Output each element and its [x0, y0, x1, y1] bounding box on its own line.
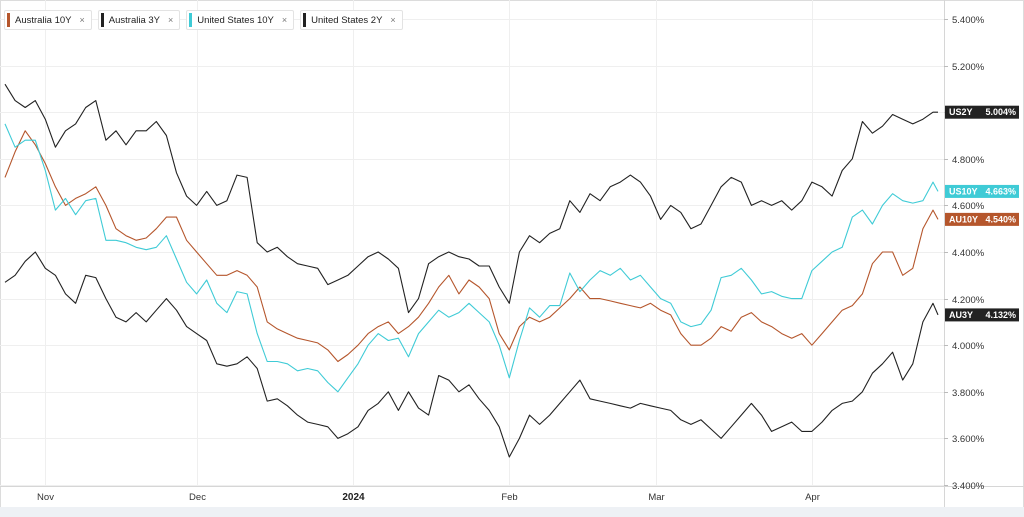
legend-item-united-states-2y[interactable]: United States 2Y × — [300, 10, 403, 30]
badge-series-code: US10Y — [949, 186, 978, 196]
series-line-au10y — [4, 130, 939, 363]
x-tick-label: Dec — [189, 492, 206, 503]
close-icon[interactable]: × — [79, 15, 85, 25]
series-color-swatch — [7, 13, 10, 27]
last-value-badge-us10y: US10Y 4.663% — [945, 184, 1019, 198]
badge-last-value: 4.132% — [985, 310, 1016, 320]
badge-background — [945, 105, 1019, 119]
series-color-swatch — [100, 13, 104, 27]
badge-background — [945, 308, 1019, 322]
series-color-swatch — [303, 13, 307, 27]
last-value-badge-au10y: AU10Y 4.540% — [945, 212, 1019, 226]
badge-last-value: 4.663% — [985, 186, 1016, 196]
legend-item-australia-10y[interactable]: Australia 10Y × — [4, 10, 92, 30]
y-tick-label: 3.600% — [952, 434, 985, 445]
legend-label: United States 10Y — [197, 14, 274, 26]
last-value-badge-au3y: AU3Y 4.132% — [945, 308, 1019, 322]
x-tick-label: Apr — [805, 492, 820, 503]
badge-last-value: 5.004% — [985, 107, 1016, 117]
y-tick-label: 4.200% — [952, 295, 985, 306]
y-tick-label: 4.600% — [952, 201, 985, 212]
x-tick-label: Feb — [501, 492, 517, 503]
x-tick-label: Mar — [648, 492, 664, 503]
y-tick-label: 3.400% — [952, 481, 985, 492]
y-tick-label: 5.200% — [952, 62, 985, 73]
badge-background — [945, 212, 1019, 226]
close-icon[interactable]: × — [168, 15, 174, 25]
x-tick-label: Nov — [37, 492, 54, 503]
y-tick-label: 4.800% — [952, 155, 985, 166]
badge-series-code: AU10Y — [949, 214, 978, 224]
badge-series-code: US2Y — [949, 107, 973, 117]
y-tick-label: 4.400% — [952, 248, 985, 259]
y-tick-label: 5.400% — [952, 15, 985, 26]
legend-item-australia-3y[interactable]: Australia 3Y × — [97, 10, 181, 30]
badge-background — [945, 184, 1019, 198]
legend-label: Australia 10Y — [15, 14, 72, 26]
series-line-us2y — [4, 83, 938, 314]
close-icon[interactable]: × — [281, 15, 288, 25]
badge-last-value: 4.540% — [985, 214, 1016, 224]
last-value-badge-us2y: US2Y 5.004% — [945, 105, 1019, 119]
legend-item-united-states-10y[interactable]: United States 10Y × — [186, 10, 295, 30]
y-tick-label: 3.800% — [952, 388, 985, 399]
legend: Australia 10Y × Australia 3Y × United St… — [4, 10, 403, 30]
bottom-bar — [0, 507, 1024, 517]
y-tick-label: 4.000% — [952, 341, 985, 352]
close-icon[interactable]: × — [390, 15, 396, 25]
legend-label: Australia 3Y — [108, 14, 161, 26]
series-color-swatch — [189, 13, 193, 27]
x-tick-label: 2024 — [342, 492, 365, 503]
badge-series-code: AU3Y — [949, 310, 973, 320]
series-line-au3y — [4, 251, 939, 458]
series-line-us10y — [4, 123, 939, 393]
legend-label: United States 2Y — [311, 14, 383, 26]
